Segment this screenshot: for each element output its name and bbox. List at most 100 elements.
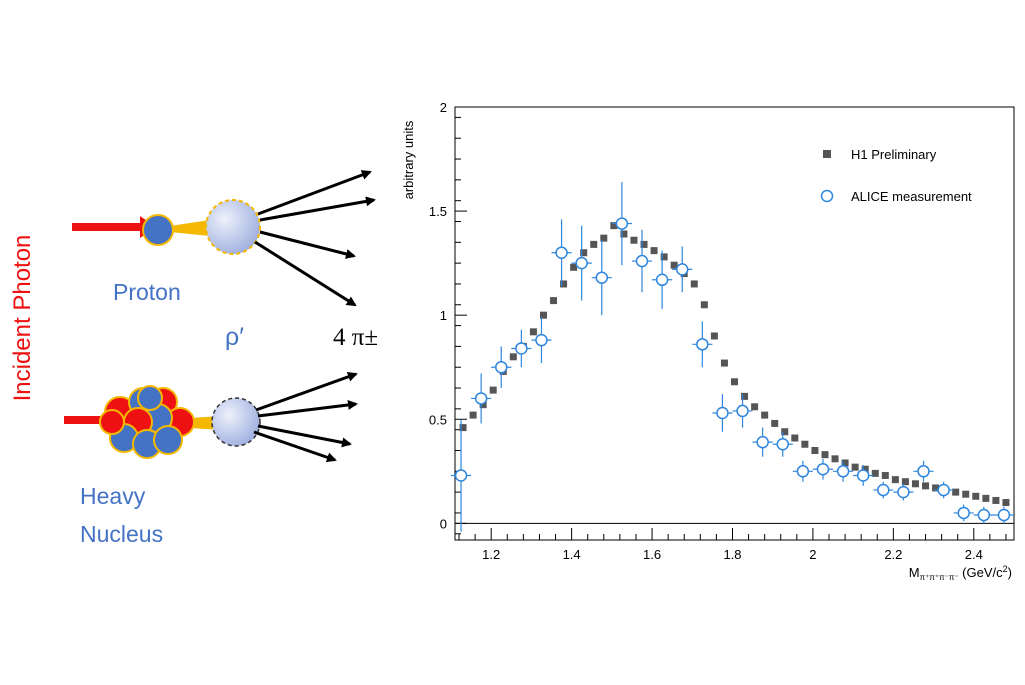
- h1-point: [550, 297, 558, 305]
- mass-spectrum-chart: 0 0.5 1 1.5 2 1.2 1.4 1.6 1.8 2 2.2 2.4 arbitrary …: [401, 100, 1015, 582]
- production-diagram: Incident Photon Proton ρ′ 4 π±: [9, 170, 378, 547]
- h1-point: [972, 492, 980, 500]
- alice-point: [511, 329, 532, 368]
- h1-point: [710, 332, 718, 340]
- pion-arrow-6: [257, 400, 358, 418]
- x-tick-label: 2: [809, 547, 816, 562]
- h1-point: [690, 280, 698, 288]
- h1-point: [781, 428, 789, 436]
- h1-point: [992, 496, 1000, 504]
- nucleus-process: Heavy Nucleus: [64, 372, 358, 547]
- y-tick-label: 2: [440, 100, 447, 115]
- alice-point: [712, 394, 733, 432]
- incident-photon-label: Incident Photon: [9, 235, 36, 402]
- h1-point: [620, 230, 628, 238]
- x-tick-label: 1.2: [482, 547, 500, 562]
- alice-point: [450, 419, 472, 532]
- h1-point: [479, 401, 487, 409]
- h1-point: [821, 451, 829, 459]
- h1-point: [891, 476, 899, 484]
- h1-point: [509, 353, 517, 361]
- h1-point: [560, 280, 568, 288]
- heavy-nucleus-ball: [99, 385, 195, 459]
- four-pions-label: 4 π±: [333, 324, 378, 351]
- h1-point: [731, 378, 738, 386]
- h1-point: [720, 359, 728, 367]
- x-axis-label: Mπ⁺π⁺π⁻π⁻ (GeV/c2): [909, 564, 1012, 582]
- h1-point: [529, 328, 537, 336]
- h1-point: [459, 424, 467, 432]
- pion-arrow-3: [259, 230, 356, 259]
- h1-point: [700, 301, 708, 309]
- x-axis: 1.2 1.4 1.6 1.8 2 2.2 2.4: [458, 528, 1007, 562]
- x-tick-label: 1.6: [643, 547, 661, 562]
- alice-point: [591, 240, 612, 316]
- y-axis-label: arbitrary units: [401, 120, 416, 199]
- h1-point: [851, 463, 859, 471]
- h1-point: [901, 478, 909, 486]
- legend: H1 Preliminary ALICE measurement: [820, 147, 972, 204]
- h1-point: [922, 482, 930, 490]
- y-tick-label: 0.5: [429, 412, 447, 427]
- pion-arrow-8: [253, 430, 337, 463]
- h1-point: [831, 455, 839, 463]
- y-axis: 0 0.5 1 1.5 2: [429, 100, 467, 535]
- alice-point: [551, 219, 572, 287]
- h1-point: [771, 419, 779, 427]
- pion-arrow-4: [254, 240, 357, 307]
- alice-point: [792, 460, 813, 482]
- y-tick-label: 0: [440, 516, 447, 531]
- photon-beam-lower: [64, 416, 114, 424]
- alice-point: [752, 427, 773, 457]
- h1-point: [570, 263, 578, 271]
- alice-point: [913, 460, 934, 482]
- h1-point: [751, 403, 759, 411]
- heavy-label-line1: Heavy: [80, 483, 146, 509]
- alice-point: [631, 229, 653, 293]
- x-axis-label-sub: π⁺π⁺π⁻π⁻: [920, 573, 959, 582]
- x-axis-label-close: ): [1008, 565, 1012, 580]
- pion-arrow-7: [257, 424, 352, 448]
- h1-point: [761, 411, 769, 419]
- h1-point: [861, 465, 869, 473]
- h1-point: [801, 440, 809, 448]
- gold-link-upper: [170, 220, 210, 236]
- pion-arrow-5: [255, 372, 358, 412]
- photon-beam-upper: [72, 223, 150, 231]
- h1-point: [539, 311, 547, 319]
- rho-prime-meson-lower: [211, 397, 261, 447]
- alice-point: [491, 346, 512, 389]
- x-axis-label-unit: (GeV/c: [959, 565, 1004, 580]
- h1-point: [932, 484, 940, 492]
- legend-label-alice: ALICE measurement: [851, 189, 972, 204]
- alice-point: [531, 317, 552, 364]
- h1-point: [640, 240, 648, 248]
- alice-point: [732, 394, 753, 428]
- plot-frame: [454, 106, 1015, 541]
- h1-point: [871, 469, 879, 477]
- h1-point: [489, 386, 497, 394]
- h1-point: [670, 261, 678, 269]
- proton-label: Proton: [113, 279, 181, 305]
- alice-point: [611, 181, 632, 266]
- legend-marker-alice: [820, 189, 834, 203]
- alice-point: [471, 373, 492, 424]
- h1-point: [610, 222, 618, 230]
- y-tick-label: 1: [440, 308, 447, 323]
- h1-point: [791, 434, 799, 442]
- alice-point: [873, 481, 894, 499]
- rho-prime-label: ρ′: [225, 323, 244, 351]
- h1-point: [962, 490, 970, 498]
- h1-point: [630, 236, 638, 244]
- h1-point: [600, 234, 608, 242]
- h1-point: [1002, 499, 1010, 507]
- legend-marker-h1: [823, 150, 831, 158]
- h1-point: [650, 247, 658, 255]
- alice-point: [692, 321, 713, 368]
- alice-point: [933, 481, 954, 499]
- proton-ball: [142, 214, 174, 246]
- alice-point: [993, 506, 1014, 524]
- h1-point: [881, 471, 889, 479]
- h1-point: [590, 240, 598, 248]
